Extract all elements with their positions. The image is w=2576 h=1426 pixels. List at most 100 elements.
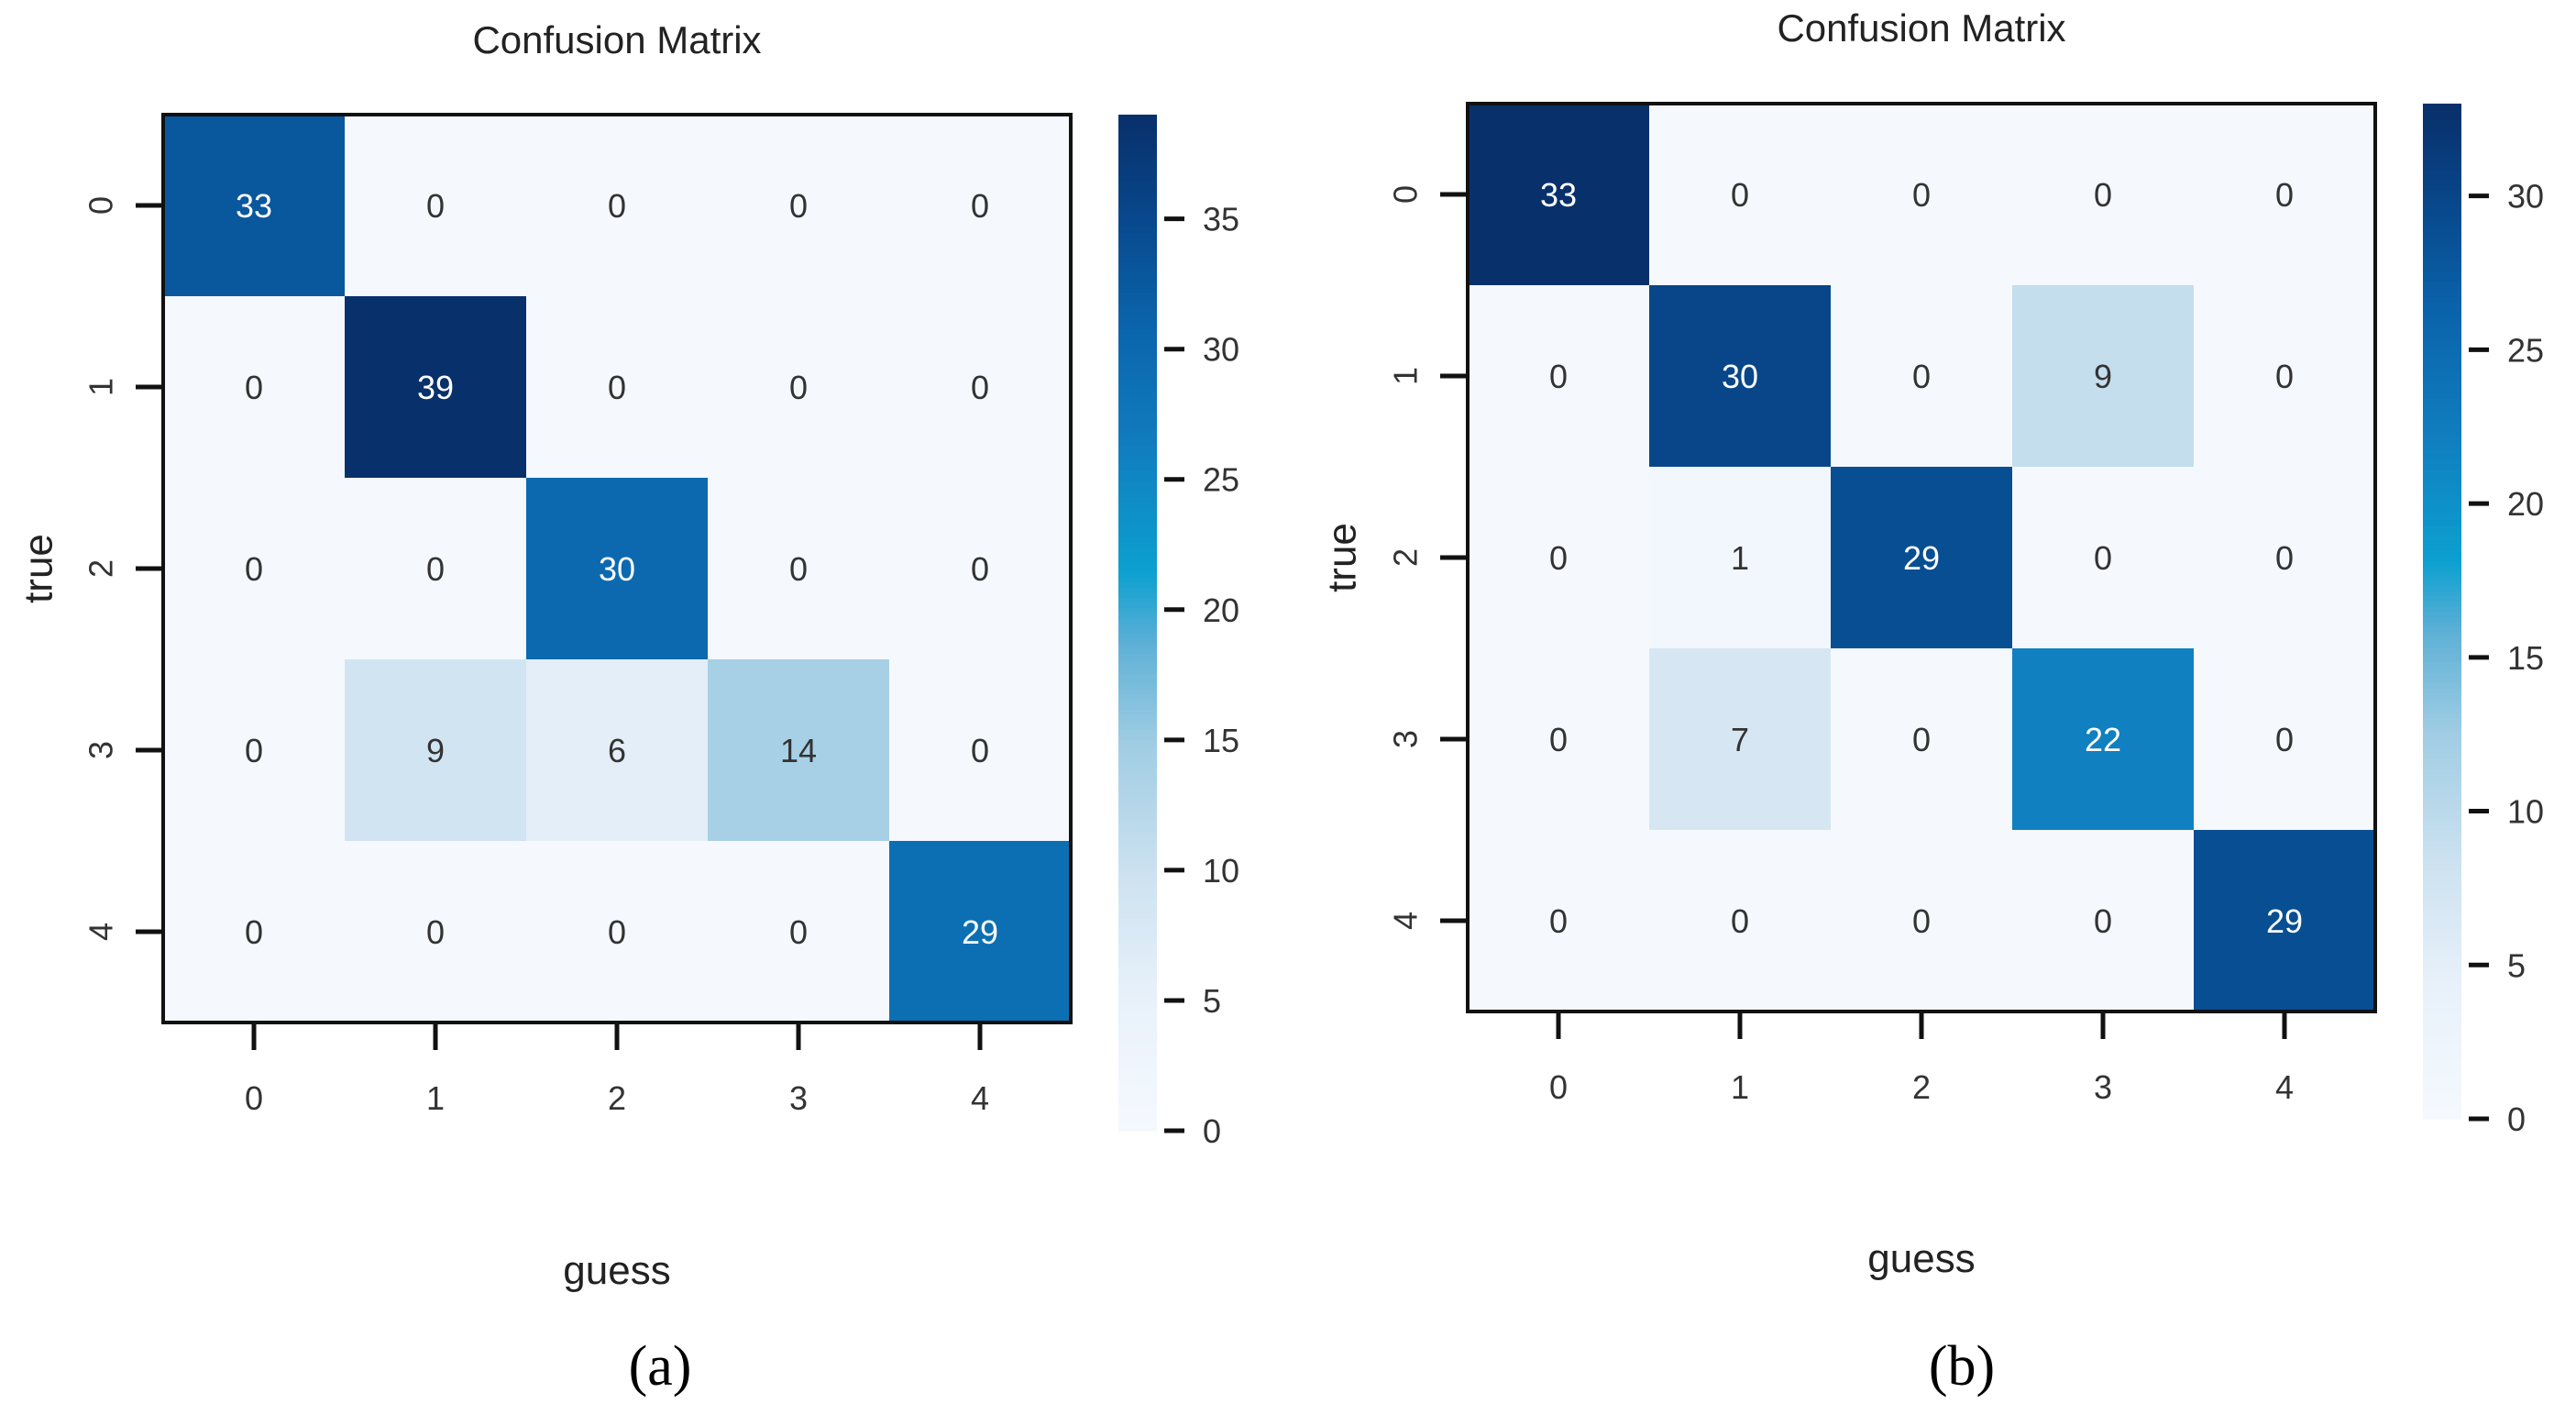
colorbar-step xyxy=(2423,565,2461,572)
heatmap-cell xyxy=(889,296,1072,479)
colorbar-step xyxy=(1118,495,1157,502)
colorbar-step xyxy=(1118,932,1157,939)
colorbar-step xyxy=(2423,717,2461,724)
heatmap-cell xyxy=(2194,830,2376,1012)
colorbar-step xyxy=(1118,1019,1157,1025)
colorbar-step xyxy=(2423,525,2461,531)
colorbar-step xyxy=(1118,556,1157,563)
colorbar-step xyxy=(1118,358,1157,365)
colorbar-step xyxy=(2423,647,2461,653)
colorbar-step xyxy=(2423,448,2461,455)
cell-value-label: 0 xyxy=(2094,539,2112,577)
heatmap-cell xyxy=(1831,285,2013,468)
colorbar-step xyxy=(1118,1069,1157,1076)
colorbar-step xyxy=(1118,825,1157,832)
colorbar-step xyxy=(1118,191,1157,197)
colorbar-step xyxy=(1118,993,1157,1000)
cell-value-label: 7 xyxy=(1731,721,1749,758)
colorbar-step xyxy=(2423,935,2461,943)
colorbar-step xyxy=(2423,570,2461,577)
colorbar-step xyxy=(2423,418,2461,425)
colorbar-step xyxy=(1118,881,1157,888)
cell-value-label: 30 xyxy=(599,550,635,588)
colorbar-step xyxy=(2423,1037,2461,1044)
colorbar-step xyxy=(1118,602,1157,609)
x-tick-label: 2 xyxy=(608,1079,626,1117)
colorbar-step xyxy=(1118,277,1157,283)
colorbar-step xyxy=(1118,988,1157,995)
colorbar-step xyxy=(1118,1044,1157,1051)
heatmap-cell xyxy=(163,478,346,660)
cell-value-label: 0 xyxy=(426,550,445,588)
x-tick-label: 3 xyxy=(789,1079,808,1117)
colorbar-tick-label: 5 xyxy=(2507,946,2526,984)
colorbar-step xyxy=(1118,181,1157,187)
colorbar-step xyxy=(2423,545,2461,551)
colorbar-step xyxy=(2423,931,2461,937)
colorbar-step xyxy=(2423,296,2461,303)
colorbar-step xyxy=(1118,841,1157,847)
colorbar-step xyxy=(1118,307,1157,314)
colorbar-step xyxy=(2423,230,2461,237)
cell-value-label: 0 xyxy=(245,550,263,588)
colorbar-step xyxy=(2423,250,2461,257)
colorbar-step xyxy=(2423,829,2461,835)
y-tick-label: 2 xyxy=(1387,548,1425,567)
heatmap-cell xyxy=(345,478,527,660)
cell-value-label: 0 xyxy=(971,369,989,406)
colorbar-step xyxy=(1118,383,1157,390)
colorbar-step xyxy=(2423,941,2461,947)
colorbar-step xyxy=(2423,1057,2461,1064)
colorbar-step xyxy=(2423,1063,2461,1069)
colorbar-step xyxy=(1118,795,1157,801)
colorbar-step xyxy=(2423,758,2461,765)
colorbar-tick-label: 30 xyxy=(1203,331,1239,369)
colorbar-step xyxy=(2423,154,2461,160)
colorbar-step xyxy=(2423,890,2461,897)
colorbar-step xyxy=(2423,322,2461,328)
cell-value-label: 0 xyxy=(971,187,989,225)
colorbar-step xyxy=(2423,200,2461,206)
colorbar-step xyxy=(1118,327,1157,335)
colorbar-step xyxy=(1118,511,1157,517)
colorbar-step xyxy=(2423,342,2461,348)
colorbar-step xyxy=(1118,551,1157,558)
heatmap-cell xyxy=(1468,830,1650,1012)
colorbar-step xyxy=(2423,286,2461,293)
colorbar-step xyxy=(1118,205,1157,213)
colorbar-step xyxy=(1118,1079,1157,1086)
colorbar-step xyxy=(1118,877,1157,883)
y-tick-label: 0 xyxy=(1387,185,1425,204)
colorbar-step xyxy=(2423,681,2461,689)
colorbar-step xyxy=(1118,851,1157,857)
colorbar-step xyxy=(2423,671,2461,679)
colorbar-tick-label: 30 xyxy=(2507,178,2544,216)
colorbar-step xyxy=(2423,849,2461,856)
colorbar-step xyxy=(2423,601,2461,607)
cell-value-label: 1 xyxy=(1731,539,1749,577)
cell-value-label: 0 xyxy=(789,550,808,588)
heatmap-cell xyxy=(526,478,709,660)
colorbar-step xyxy=(2423,966,2461,973)
colorbar-step xyxy=(2423,859,2461,867)
colorbar-step xyxy=(1118,1064,1157,1071)
colorbar-step xyxy=(2423,1088,2461,1095)
colorbar-step xyxy=(1118,343,1157,349)
colorbar-step xyxy=(2423,697,2461,703)
colorbar-step xyxy=(1118,759,1157,766)
colorbar-step xyxy=(1118,201,1157,207)
heatmap-cell xyxy=(1649,104,1832,286)
colorbar-step xyxy=(2423,124,2461,130)
colorbar-step xyxy=(2423,723,2461,729)
colorbar-step xyxy=(1118,1085,1157,1091)
colorbar-step xyxy=(2423,519,2461,526)
colorbar-step xyxy=(2423,956,2461,963)
colorbar-step xyxy=(2423,835,2461,841)
colorbar-step xyxy=(1118,333,1157,339)
colorbar-step xyxy=(1118,891,1157,898)
heatmap-cell xyxy=(889,478,1072,660)
colorbar-step xyxy=(1118,658,1157,665)
panel-label: (b) xyxy=(1929,1335,1995,1398)
colorbar-step xyxy=(2423,443,2461,450)
colorbar-step xyxy=(1118,831,1157,837)
